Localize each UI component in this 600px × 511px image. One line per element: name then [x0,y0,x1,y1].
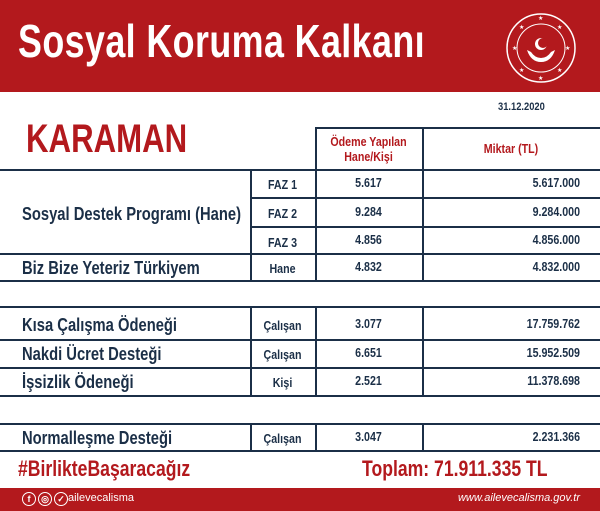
table-divider [422,306,424,397]
amount-cell: 17.759.762 [526,316,580,331]
count-cell: 6.651 [355,345,382,360]
page-title: Sosyal Koruma Kalkanı [18,15,426,67]
column-header-amount: Miktar (TL) [483,141,539,156]
table-divider [0,450,600,452]
table-divider [0,169,600,171]
unit-cell: Çalışan [263,318,302,333]
column-header-count: Ödeme Yapılan Hane/Kişi [330,134,407,164]
table-divider [250,423,252,452]
table-divider [315,423,317,452]
svg-text:★: ★ [512,45,517,52]
table-divider [0,423,600,425]
table-divider [422,127,424,171]
table-divider [0,253,600,255]
table-divider [0,280,600,282]
table-divider [250,226,600,228]
table-divider [315,127,600,129]
table-divider [315,169,317,282]
table-divider [422,169,424,282]
program-label: Kısa Çalışma Ödeneği [22,315,178,335]
count-cell: 5.617 [355,175,382,190]
amount-cell: 15.952.509 [526,345,580,360]
amount-cell: 5.617.000 [532,175,580,190]
unit-cell: FAZ 1 [267,177,298,192]
amount-cell: 4.832.000 [532,259,580,274]
report-date: 31.12.2020 [498,101,545,113]
svg-text:★: ★ [519,67,524,74]
count-cell: 4.856 [355,232,382,247]
count-cell: 2.521 [355,373,382,388]
facebook-icon[interactable]: f [22,492,36,506]
table-divider [422,423,424,452]
count-cell: 3.047 [355,429,382,444]
program-label: Nakdi Ücret Desteği [22,344,162,364]
unit-cell: FAZ 3 [267,235,298,250]
amount-cell: 2.231.366 [532,429,580,444]
amount-cell: 11.378.698 [527,373,580,388]
svg-text:★: ★ [557,67,562,74]
unit-cell: Kişi [272,375,293,390]
unit-cell: FAZ 2 [267,206,298,221]
svg-text:★: ★ [565,45,570,52]
table-divider [0,395,600,397]
count-cell: 4.832 [355,259,382,274]
svg-text:★: ★ [538,75,543,82]
amount-cell: 9.284.000 [532,204,580,219]
program-label: Normalleşme Desteği [22,428,173,448]
instagram-icon[interactable]: ◎ [38,492,52,506]
unit-cell: Çalışan [263,431,302,446]
table-divider [250,197,600,199]
table-divider [315,306,317,397]
program-label: Biz Bize Yeteriz Türkiyem [22,258,200,278]
total-amount: Toplam: 71.911.335 TL [362,456,548,481]
table-divider [250,306,252,397]
amount-cell: 4.856.000 [532,232,580,247]
table-divider [315,127,317,171]
svg-text:★: ★ [538,15,543,22]
program-label-sosyal-destek: Sosyal Destek Programı (Hane) [22,204,242,224]
footer: f ◎ ✓ ailevecalisma www.ailevecalisma.go… [0,488,600,511]
count-cell: 9.284 [355,204,382,219]
svg-text:★: ★ [557,24,562,31]
unit-cell: Çalışan [263,347,302,362]
website-link[interactable]: www.ailevecalisma.gov.tr [457,492,580,504]
count-cell: 3.077 [355,316,382,331]
header-band: Sosyal Koruma Kalkanı ★ ★ ★ ★ ★ ★ ★ ★ [0,0,600,92]
svg-text:★: ★ [519,24,524,31]
city-name: KARAMAN [26,117,188,161]
table-divider [0,339,600,341]
table-divider [250,169,252,282]
table-divider [0,367,600,369]
ministry-logo: ★ ★ ★ ★ ★ ★ ★ ★ [506,13,576,83]
twitter-icon[interactable]: ✓ [54,492,68,506]
hashtag: #BirlikteBaşaracağız [18,456,191,481]
social-handle[interactable]: ailevecalisma [68,492,135,504]
unit-cell: Hane [269,261,296,276]
program-label: İşsizlik Ödeneği [22,372,134,392]
table-divider [0,306,600,308]
